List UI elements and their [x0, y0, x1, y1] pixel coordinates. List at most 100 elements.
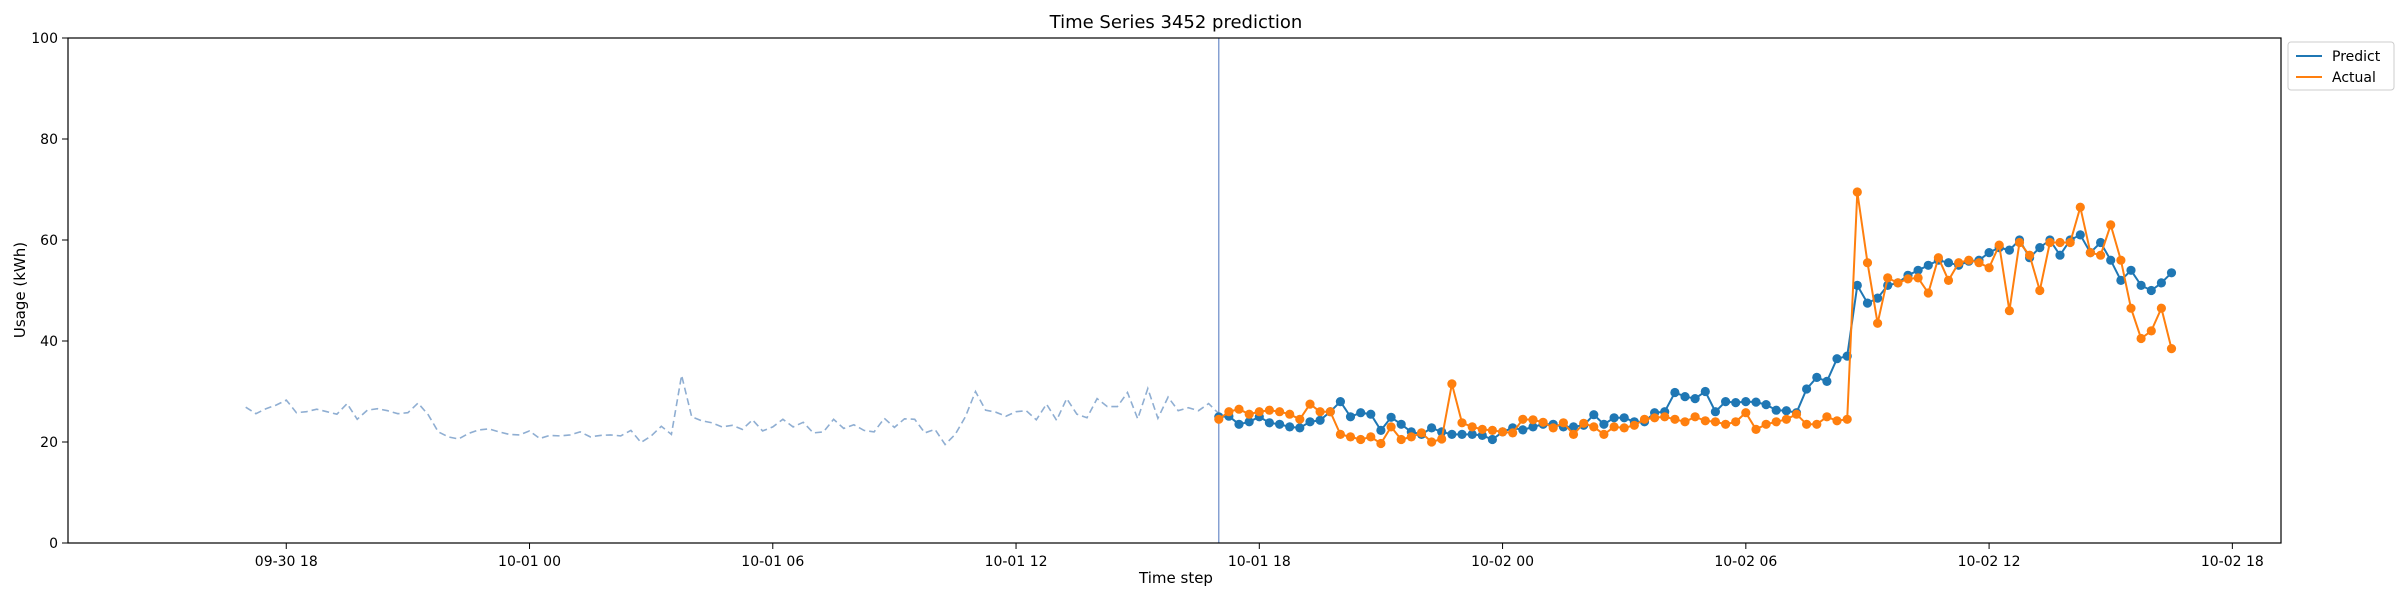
data-point-actual — [1680, 417, 1690, 427]
data-point-actual — [1903, 274, 1913, 284]
data-point-predict — [1315, 415, 1325, 425]
history-line — [245, 375, 1220, 446]
x-tick-label: 10-01 06 — [741, 554, 804, 570]
data-point-actual — [1214, 414, 1224, 424]
legend-label-predict: Predict — [2332, 49, 2381, 65]
data-point-actual — [2096, 250, 2106, 260]
data-point-actual — [1700, 416, 1710, 426]
data-point-predict — [1457, 429, 1467, 439]
data-point-actual — [1761, 419, 1771, 429]
legend: Predict Actual — [2287, 41, 2395, 91]
x-tick-label: 09-30 18 — [255, 554, 318, 570]
x-axis-label: Time step — [1138, 569, 1213, 587]
data-point-predict — [1670, 387, 1680, 398]
data-point-predict — [2126, 265, 2136, 275]
data-point-predict — [1295, 423, 1305, 433]
data-point-actual — [1487, 425, 1497, 435]
data-point-predict — [1943, 258, 1954, 268]
data-point-actual — [1285, 409, 1295, 419]
data-point-actual — [1264, 405, 1274, 415]
data-point-actual — [1791, 409, 1802, 419]
data-point-predict — [1741, 397, 1751, 407]
data-point-predict — [1913, 265, 1923, 275]
data-point-predict — [1487, 434, 1497, 445]
data-point-predict — [1923, 260, 1933, 270]
data-point-actual — [1234, 404, 1244, 414]
data-point-actual — [2085, 248, 2095, 258]
data-point-actual — [1356, 434, 1366, 445]
data-point-actual — [1873, 318, 1883, 328]
data-point-predict — [1609, 413, 1619, 423]
data-point-actual — [1731, 417, 1741, 427]
data-point-predict — [1376, 425, 1386, 435]
data-point-actual — [2035, 285, 2045, 296]
data-point-actual — [1933, 253, 1943, 263]
data-point-actual — [1609, 422, 1619, 432]
data-point-actual — [1224, 407, 1234, 417]
y-tick-label: 80 — [40, 132, 58, 148]
data-point-predict — [1599, 419, 1609, 429]
data-point-actual — [2014, 237, 2025, 248]
data-point-predict — [1305, 417, 1315, 427]
data-point-actual — [1832, 416, 1842, 426]
data-point-actual — [1558, 418, 1568, 428]
data-point-predict — [1234, 419, 1244, 429]
data-point-predict — [1802, 384, 1812, 394]
data-point-actual — [1244, 409, 1254, 419]
data-point-actual — [1660, 412, 1670, 422]
data-point-actual — [1275, 407, 1285, 417]
data-point-predict — [2106, 255, 2116, 265]
data-point-actual — [2004, 306, 2014, 316]
data-point-predict — [1589, 410, 1599, 420]
data-point-predict — [2075, 230, 2085, 240]
data-point-predict — [1700, 386, 1710, 397]
data-point-predict — [1285, 422, 1295, 432]
data-point-actual — [1954, 258, 1964, 268]
data-point-predict — [2146, 285, 2156, 296]
data-point-actual — [1467, 422, 1477, 432]
data-point-actual — [1315, 407, 1325, 417]
y-tick-label: 100 — [31, 31, 58, 47]
data-point-actual — [1893, 278, 1903, 288]
data-point-actual — [2146, 326, 2156, 336]
data-point-actual — [1883, 273, 1893, 283]
data-point-actual — [1254, 407, 1264, 417]
data-point-actual — [1295, 414, 1305, 424]
data-point-actual — [1508, 428, 1518, 438]
data-point-actual — [1528, 415, 1538, 425]
data-point-predict — [1822, 376, 1832, 386]
data-point-actual — [1437, 434, 1447, 444]
data-point-predict — [1710, 407, 1720, 417]
series-predict — [1214, 230, 2177, 445]
data-point-actual — [1822, 412, 1832, 422]
x-tick-label: 10-01 00 — [498, 554, 561, 570]
data-point-predict — [1396, 419, 1406, 429]
data-point-actual — [1396, 434, 1406, 445]
data-point-actual — [1994, 240, 2004, 250]
data-point-actual — [2025, 250, 2035, 260]
data-point-predict — [1264, 418, 1274, 428]
data-point-actual — [2166, 344, 2177, 354]
plot-area — [245, 38, 2177, 543]
data-point-actual — [1579, 418, 1589, 428]
data-point-actual — [1589, 422, 1599, 432]
data-point-actual — [1741, 408, 1751, 418]
data-point-actual — [2116, 255, 2126, 265]
data-point-predict — [1366, 409, 1376, 419]
x-tick-label: 10-01 12 — [985, 554, 1048, 570]
data-point-actual — [1406, 432, 1416, 442]
data-point-actual — [1538, 417, 1548, 427]
data-point-predict — [1335, 397, 1345, 407]
data-point-predict — [1873, 293, 1883, 303]
chart-title: Time Series 3452 prediction — [1049, 12, 1303, 33]
data-point-actual — [1690, 412, 1700, 422]
data-point-actual — [1964, 255, 1974, 265]
data-point-actual — [1599, 429, 1609, 439]
data-point-predict — [2055, 250, 2065, 260]
data-point-actual — [1477, 424, 1487, 434]
data-point-predict — [1356, 408, 1366, 418]
data-point-actual — [1305, 399, 1315, 409]
data-point-predict — [2116, 275, 2126, 285]
data-point-predict — [2096, 237, 2106, 248]
data-point-actual — [1498, 427, 1508, 437]
